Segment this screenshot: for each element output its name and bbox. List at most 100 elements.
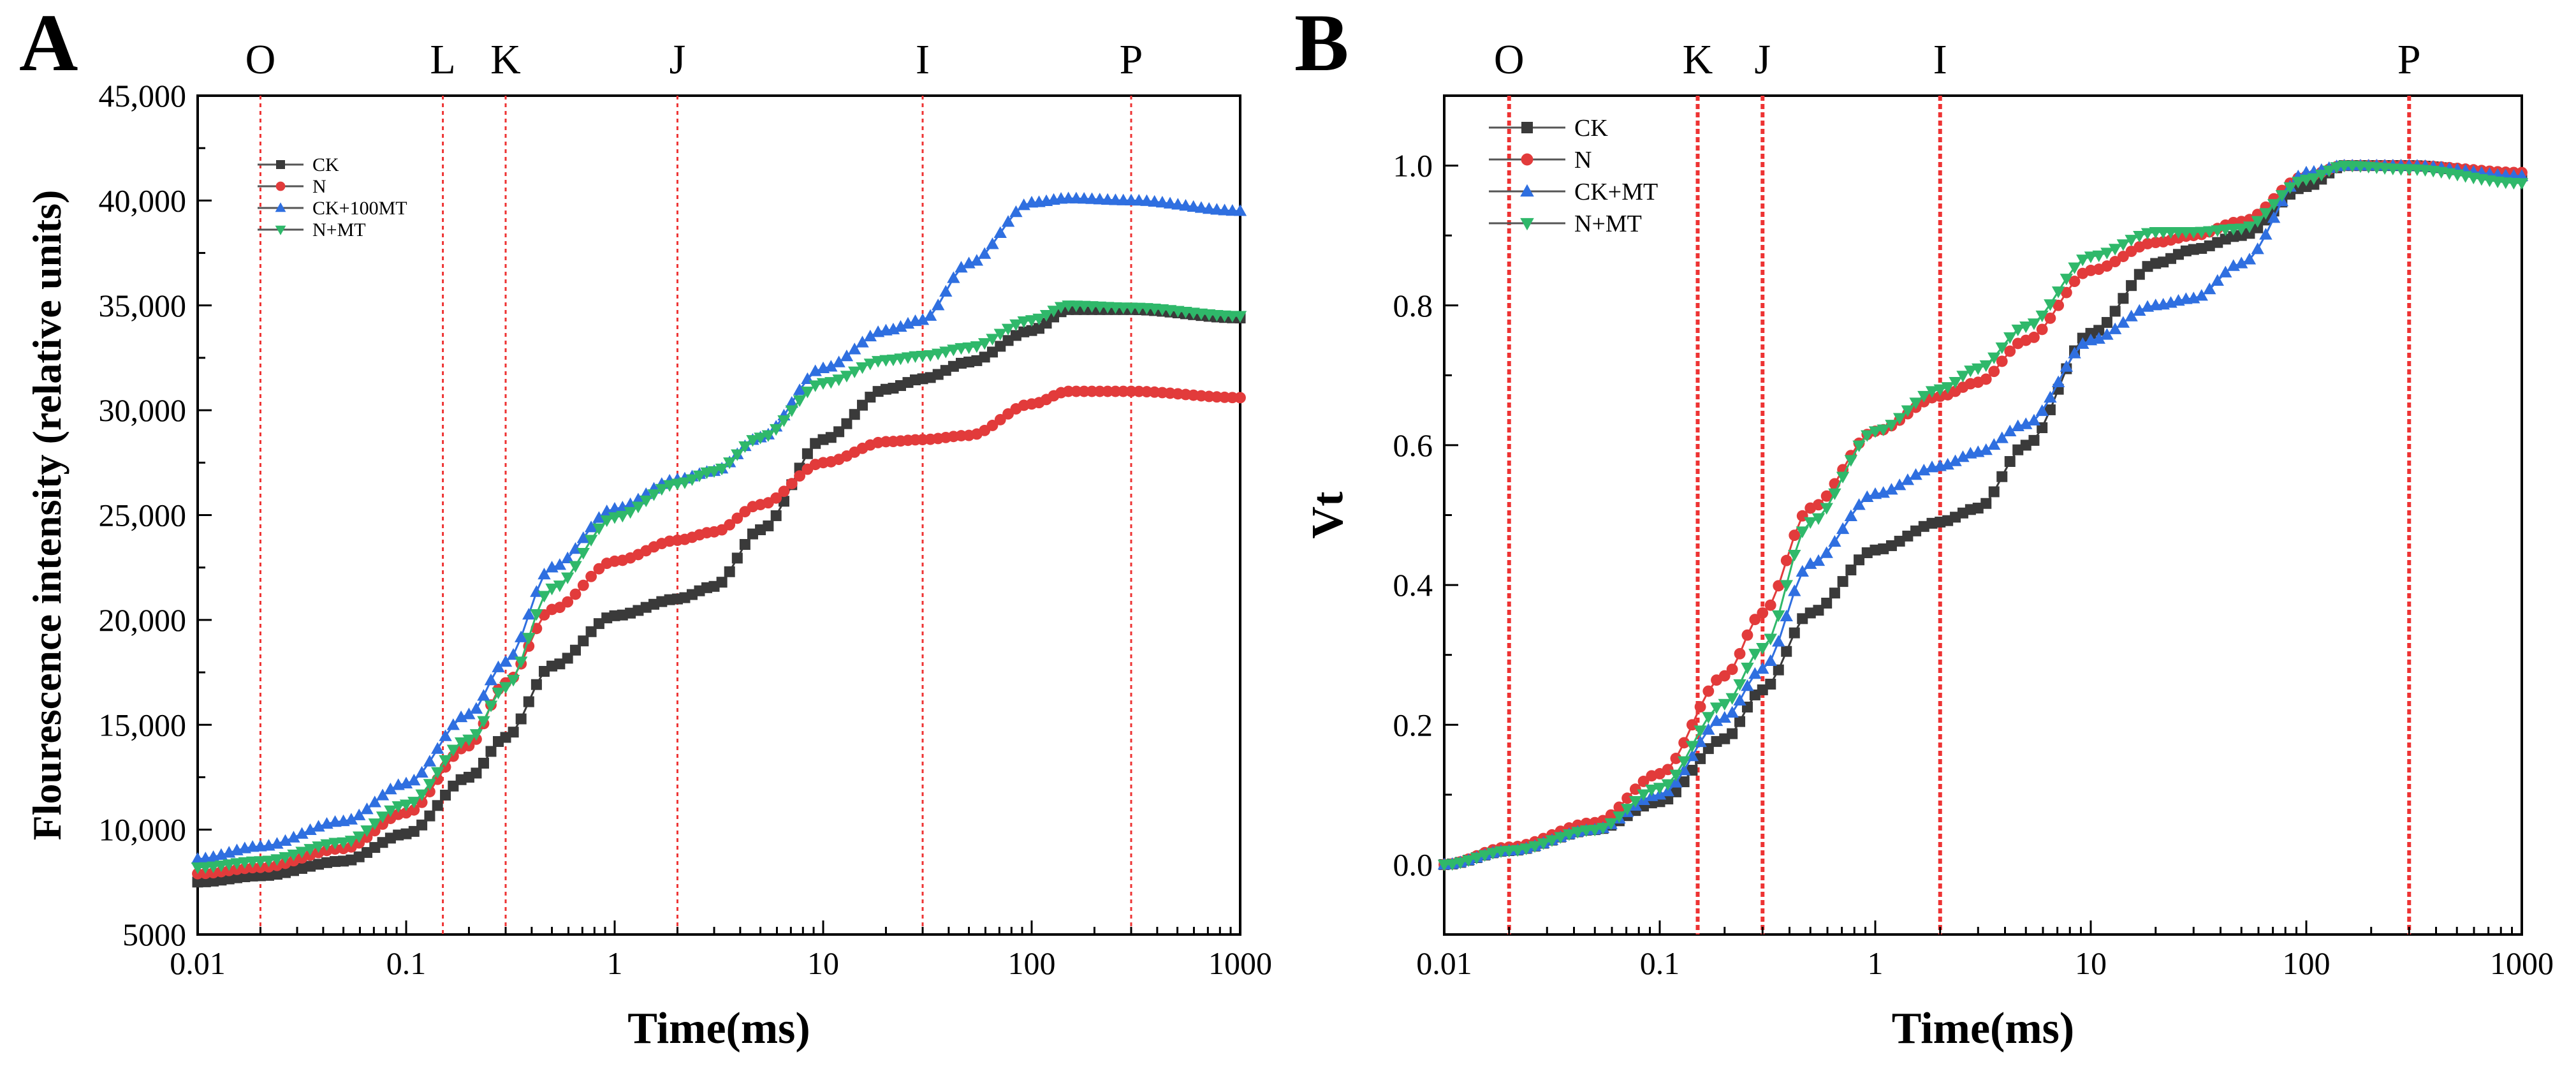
data-point xyxy=(506,674,520,687)
data-point xyxy=(1032,313,1046,325)
data-point xyxy=(295,846,309,859)
data-point xyxy=(1637,789,1650,801)
data-point xyxy=(662,480,677,492)
data-point xyxy=(423,779,437,791)
data-point xyxy=(801,448,813,459)
data-point xyxy=(785,405,798,417)
data-point xyxy=(484,673,498,686)
data-point xyxy=(770,492,782,504)
data-point xyxy=(2060,274,2074,286)
data-point xyxy=(1670,753,1682,764)
data-point xyxy=(1718,698,1731,711)
data-point xyxy=(977,338,992,350)
data-point xyxy=(1009,319,1023,332)
data-point xyxy=(321,857,333,868)
data-point xyxy=(2051,286,2065,299)
data-point xyxy=(1062,385,1074,397)
data-point xyxy=(1845,564,1857,575)
y-tick-label: 40,000 xyxy=(99,182,187,218)
data-point xyxy=(977,247,992,259)
data-point xyxy=(2011,324,2024,337)
data-point xyxy=(415,765,428,778)
data-point xyxy=(1202,202,1216,214)
data-point xyxy=(313,859,325,870)
data-point xyxy=(1772,635,1785,647)
data-point xyxy=(279,867,291,878)
legend-marker xyxy=(276,160,285,169)
data-point xyxy=(368,818,381,831)
data-point xyxy=(1892,413,1906,425)
data-point xyxy=(1877,424,1890,436)
data-point xyxy=(916,313,930,325)
data-point xyxy=(1554,832,1567,844)
data-point xyxy=(1789,529,1801,542)
data-point xyxy=(1892,478,1906,491)
data-point xyxy=(2109,256,2121,268)
data-point xyxy=(1445,859,1459,871)
data-point xyxy=(1519,843,1533,855)
data-point xyxy=(1494,846,1508,859)
data-point xyxy=(624,506,637,519)
data-point xyxy=(777,415,791,427)
data-point xyxy=(1829,587,1840,599)
legend-marker xyxy=(1520,184,1534,197)
data-point xyxy=(469,729,483,741)
data-point xyxy=(1828,535,1841,547)
data-point xyxy=(1148,195,1161,207)
data-point xyxy=(1702,685,1715,697)
data-point xyxy=(1868,426,1882,438)
data-point xyxy=(1844,509,1858,521)
data-point xyxy=(2133,231,2146,243)
data-point xyxy=(1009,205,1023,218)
data-point xyxy=(523,696,534,707)
data-point xyxy=(592,523,606,535)
data-point xyxy=(304,823,317,836)
data-point xyxy=(1039,310,1053,322)
data-point xyxy=(522,633,536,645)
data-point xyxy=(1885,483,1898,495)
data-point xyxy=(761,430,775,442)
data-point xyxy=(223,859,236,871)
data-point xyxy=(2044,404,2056,415)
data-point xyxy=(562,596,574,608)
y-tick-label: 10,000 xyxy=(99,812,187,848)
data-point xyxy=(1718,711,1731,723)
data-point xyxy=(2100,328,2114,340)
data-point xyxy=(2125,309,2138,321)
data-point xyxy=(304,844,317,856)
data-point xyxy=(1734,647,1746,660)
data-point xyxy=(2044,312,2056,324)
data-point xyxy=(2203,282,2216,295)
data-point xyxy=(1109,385,1122,397)
data-point xyxy=(986,334,999,346)
data-point xyxy=(2251,216,2264,228)
data-point xyxy=(2330,162,2343,174)
data-point xyxy=(270,854,284,866)
data-point xyxy=(1804,557,1817,569)
legend-marker xyxy=(1520,218,1534,231)
data-point xyxy=(1579,825,1593,838)
data-point xyxy=(1988,486,2000,498)
data-point xyxy=(1669,769,1683,781)
data-point xyxy=(1925,386,1939,398)
x-tick-label: 0.1 xyxy=(386,945,427,981)
data-point xyxy=(2028,434,2040,446)
data-point xyxy=(207,861,220,873)
data-point xyxy=(2307,173,2321,185)
data-point xyxy=(2108,322,2122,334)
y-tick-label: 0.8 xyxy=(1393,288,1433,323)
data-point xyxy=(1820,490,1833,502)
data-point xyxy=(462,707,476,720)
legend-label: N xyxy=(1574,147,1592,174)
data-point xyxy=(1094,385,1106,397)
data-point xyxy=(454,710,468,723)
data-point xyxy=(199,862,212,875)
data-point xyxy=(962,342,976,355)
data-point xyxy=(2259,228,2272,240)
data-point xyxy=(312,841,325,853)
data-point xyxy=(746,435,759,447)
data-point xyxy=(344,813,358,825)
data-point xyxy=(2076,255,2089,267)
chart-panel-a: O L K J I P 0.01 0.1 1 10 100 1000 5000 10,000 15,000 2… xyxy=(24,36,1272,1053)
data-point xyxy=(793,395,807,408)
